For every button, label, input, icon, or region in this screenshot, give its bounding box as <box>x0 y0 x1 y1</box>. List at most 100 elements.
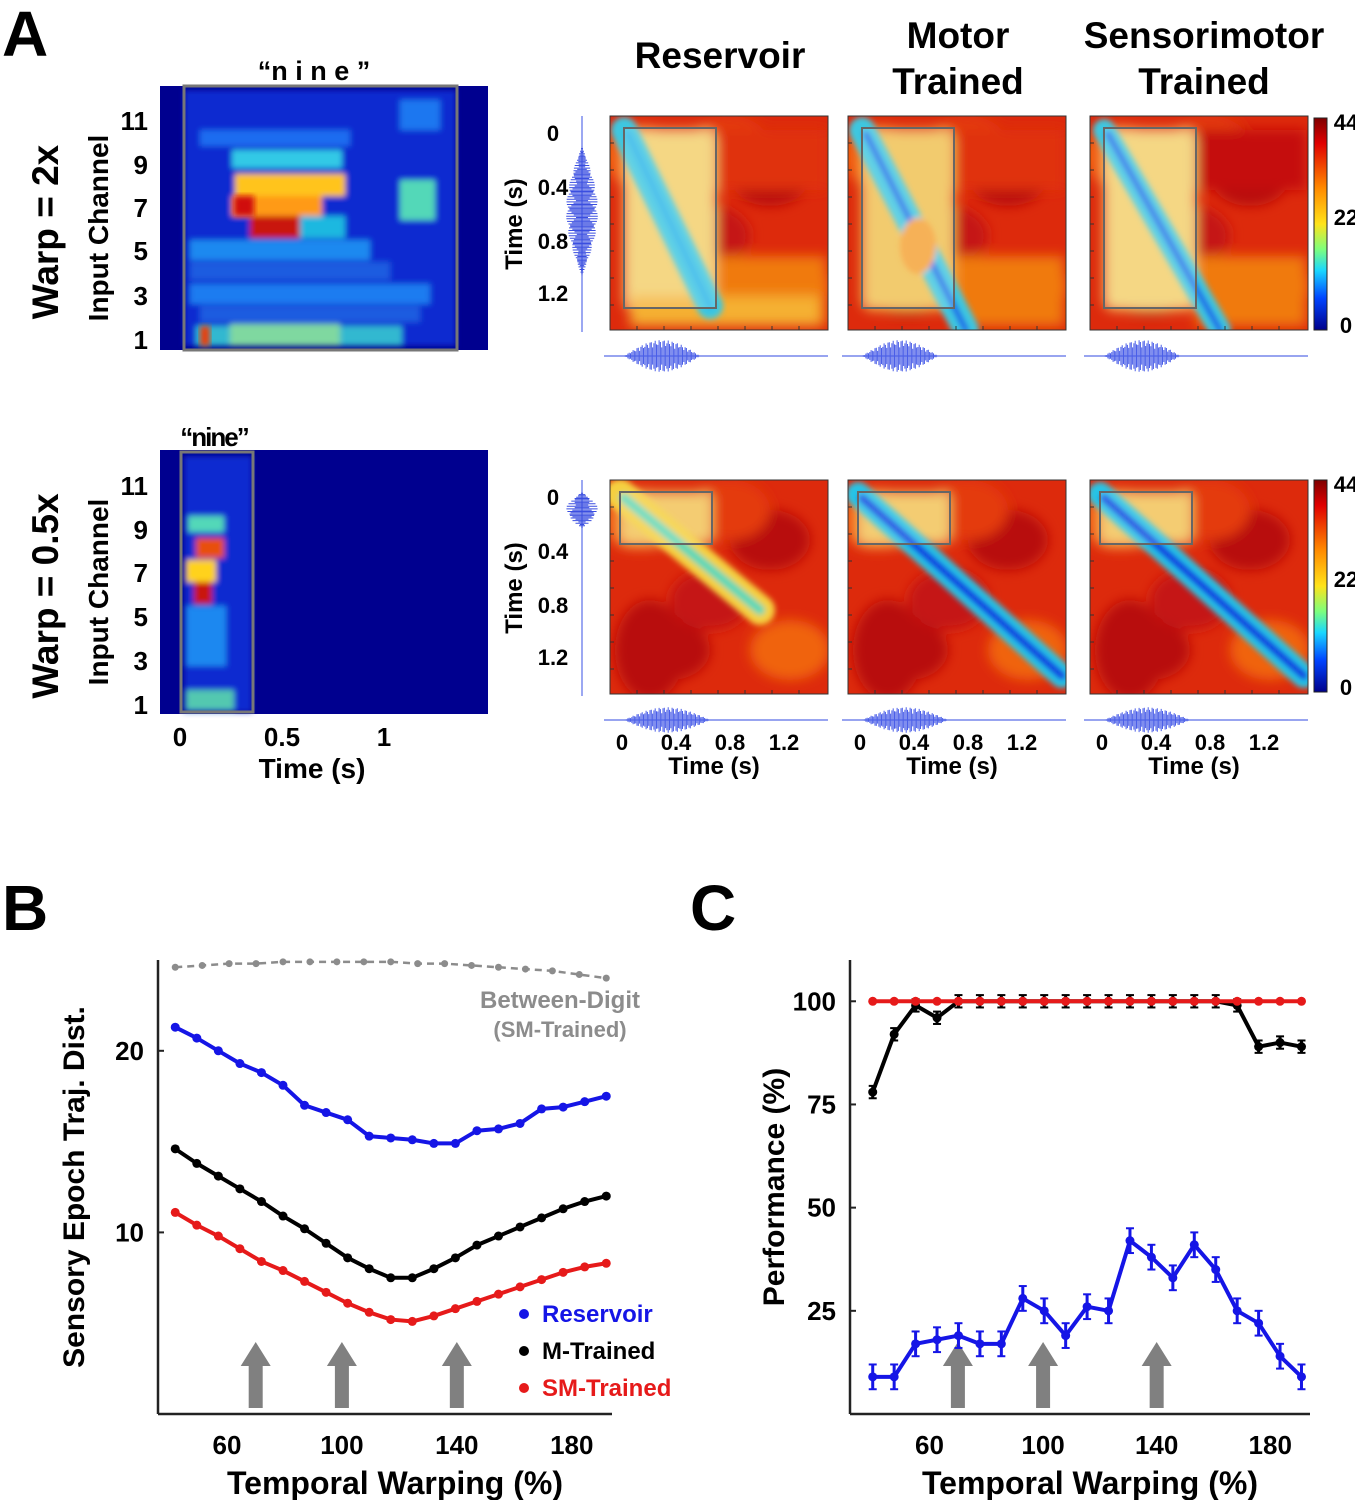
y-tick-label: 100 <box>793 986 836 1016</box>
data-point <box>279 958 287 966</box>
data-point <box>450 1138 460 1148</box>
colorbar-top: 44 22 0 <box>1313 110 1355 338</box>
data-point <box>1146 996 1156 1006</box>
data-point <box>1061 1331 1071 1341</box>
data-point <box>1082 996 1092 1006</box>
matrix-x-tick: 0 <box>854 730 866 755</box>
data-point <box>1082 1302 1092 1312</box>
data-point <box>468 961 476 969</box>
data-point <box>364 1307 374 1317</box>
spectrogram-time-tick: 0.5 <box>264 722 300 752</box>
y-tick-label: 75 <box>807 1089 836 1119</box>
data-point <box>580 1197 590 1207</box>
data-point <box>321 1108 331 1118</box>
matrix-r0-c2 <box>1084 115 1309 372</box>
channel-tick-label: 9 <box>134 150 148 180</box>
data-point <box>407 1135 417 1145</box>
data-point <box>1039 1306 1049 1316</box>
data-point <box>306 958 314 966</box>
panel-label-a: A <box>2 0 48 70</box>
vertical-waveform-icon <box>566 480 598 696</box>
data-point <box>1104 996 1114 1006</box>
series-reservoir <box>170 1022 611 1148</box>
matrix-y-tick: 0 <box>547 485 559 510</box>
data-point <box>889 996 899 1006</box>
channel-tick-label: 7 <box>134 558 148 588</box>
up-arrow-icon <box>326 1342 357 1408</box>
data-point <box>1254 996 1264 1006</box>
x-tick-label: 180 <box>1249 1430 1292 1460</box>
data-point <box>1018 996 1028 1006</box>
channel-tick-label: 3 <box>134 281 148 311</box>
data-point <box>1061 996 1071 1006</box>
data-point <box>1146 1252 1156 1262</box>
data-point <box>601 1258 611 1268</box>
matrix-x-tick: 0.4 <box>899 730 930 755</box>
audio-waveform-icon <box>1084 707 1308 733</box>
data-point <box>429 1264 439 1274</box>
data-point <box>429 1138 439 1148</box>
data-point <box>975 1339 985 1349</box>
data-point <box>321 1287 331 1297</box>
data-point <box>889 1029 899 1039</box>
x-tick-label: 180 <box>550 1430 593 1460</box>
spectrogram-time-tick: 1 <box>377 722 391 752</box>
data-point <box>450 1253 460 1263</box>
data-point <box>558 1102 568 1112</box>
spectrogram-warp-0.5x <box>160 450 488 714</box>
row-label-warp-2x: Warp = 2x <box>25 144 66 319</box>
data-point <box>278 1211 288 1221</box>
matrix-x-tick: 0 <box>616 730 628 755</box>
audio-waveform-icon <box>842 707 1066 733</box>
data-point <box>387 958 395 966</box>
matrix-x-tick: 1.2 <box>769 730 800 755</box>
data-point <box>300 1276 310 1286</box>
spectrogram-warp-2x <box>160 84 488 352</box>
data-point <box>1104 1306 1114 1316</box>
x-tick-label: 100 <box>320 1430 363 1460</box>
data-point <box>1254 1318 1264 1328</box>
colorbar-tick: 44 <box>1334 110 1355 135</box>
channel-tick-label: 5 <box>134 602 148 632</box>
colorbar-tick: 22 <box>1334 205 1355 230</box>
input-channel-label-top: Input Channel <box>83 135 114 322</box>
matrix-y-tick: 0.8 <box>538 593 569 618</box>
data-point <box>192 1158 202 1168</box>
series-reservoir <box>868 1227 1306 1391</box>
data-point <box>953 1331 963 1341</box>
matrix-y-tick: 0.4 <box>538 175 569 200</box>
data-point <box>343 1298 353 1308</box>
matrix-r1-c1 <box>842 479 1067 733</box>
x-tick-label: 140 <box>1135 1430 1178 1460</box>
data-point <box>1189 1240 1199 1250</box>
between-digit-annotation-sub: (SM-Trained) <box>493 1017 626 1042</box>
matrix-y-tick: 0.8 <box>538 229 569 254</box>
matrix-x-label: Time (s) <box>906 753 998 780</box>
channel-tick-label: 1 <box>134 325 148 355</box>
row-label-warp-0.5x: Warp = 0.5x <box>25 493 66 699</box>
legend-m-trained: M-Trained <box>542 1338 655 1365</box>
between-digit-annotation: Between-Digit <box>480 987 640 1014</box>
data-point <box>932 996 942 1006</box>
data-point <box>911 1339 921 1349</box>
data-point <box>996 996 1006 1006</box>
data-point <box>472 1240 482 1250</box>
x-axis-label: Temporal Warping (%) <box>922 1465 1258 1500</box>
channel-tick-label: 11 <box>121 471 149 501</box>
data-point <box>868 996 878 1006</box>
channel-tick-label: 11 <box>121 106 149 136</box>
channel-tick-label: 5 <box>134 236 148 266</box>
x-tick-label: 140 <box>435 1430 478 1460</box>
colorbar-tick: 0 <box>1340 675 1352 700</box>
word-label-fast: “nine” <box>180 422 248 452</box>
data-point <box>1189 996 1199 1006</box>
matrix-x-tick: 1.2 <box>1007 730 1038 755</box>
data-point <box>932 1335 942 1345</box>
y-tick-label: 50 <box>807 1193 836 1223</box>
data-point <box>868 1372 878 1382</box>
data-point <box>300 1100 310 1110</box>
data-point <box>171 963 179 971</box>
legend-sm-trained: SM-Trained <box>542 1375 671 1402</box>
data-point <box>192 1220 202 1230</box>
data-point <box>256 1068 266 1078</box>
